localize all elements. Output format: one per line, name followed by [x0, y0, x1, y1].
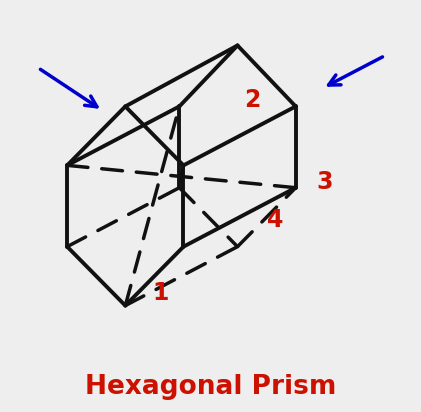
Text: Hexagonal Prism: Hexagonal Prism	[85, 374, 336, 400]
Text: 4: 4	[267, 208, 283, 232]
Text: 3: 3	[317, 170, 333, 194]
Text: 2: 2	[244, 88, 260, 112]
Text: 1: 1	[152, 281, 169, 305]
